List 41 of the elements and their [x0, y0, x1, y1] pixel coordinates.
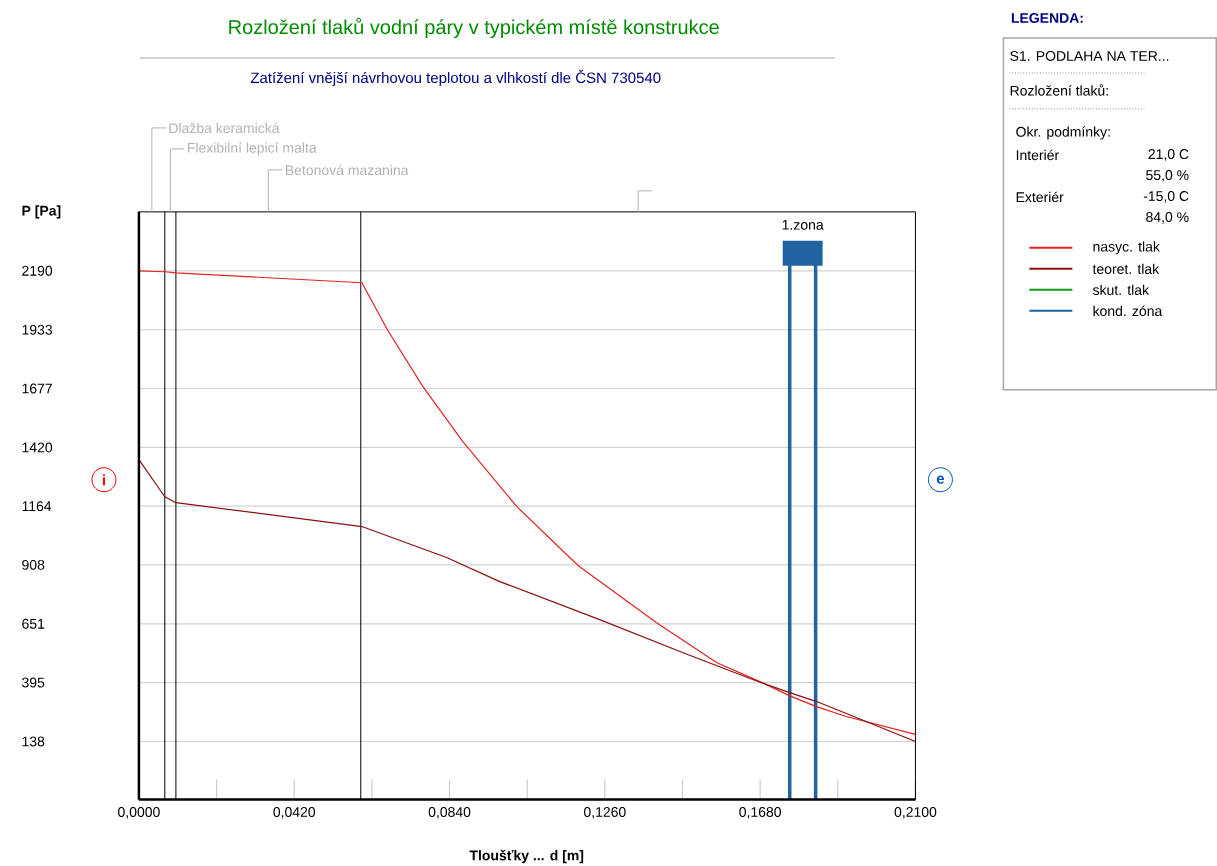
y-tick-label: 1933	[22, 324, 53, 335]
ref-line-label: 1.zona	[782, 219, 824, 230]
y-tick-label: 2190	[22, 265, 53, 276]
y-tick-label: 138	[22, 736, 45, 747]
legend-label: skut. tlak	[1092, 284, 1150, 295]
text: 84,0 %	[1146, 211, 1189, 224]
text: Rozložení tlaků:	[1010, 83, 1108, 96]
chart-title: Rozložení tlaků vodní páry v typickém místě konstrukce	[229, 17, 719, 38]
text: Okr. podmínky:	[1016, 126, 1110, 140]
y-tick-label: 1164	[22, 500, 52, 511]
x-tick-label: 0,1680	[739, 806, 781, 819]
text: S1. PODLAHA NA TER...	[1010, 50, 1169, 61]
y-tick-label: 395	[22, 677, 45, 688]
y-tick-label: 908	[22, 559, 45, 570]
line-series	[138, 269, 917, 735]
text: Exteriér	[1016, 191, 1064, 202]
text: Dlažba keramická	[169, 122, 280, 133]
text: 21,0 C	[1148, 148, 1189, 161]
x-axis-title: Tloušťky ... d [m]	[469, 849, 584, 863]
line-series	[138, 458, 917, 742]
text: 55,0 %	[1146, 169, 1189, 182]
legend-title: LEGENDA:	[1011, 12, 1083, 23]
legend-label: teoret. tlak	[1092, 263, 1160, 274]
y-tick-label: 651	[22, 618, 45, 629]
x-tick-label: 0,0840	[428, 806, 471, 819]
x-tick-label: 0,2100	[894, 806, 937, 819]
x-tick-label: 0,1260	[583, 806, 626, 819]
text: e	[936, 475, 945, 484]
legend-label: nasyc. tlak	[1093, 241, 1160, 255]
text: -15,0 C	[1143, 190, 1189, 203]
text: Interiér	[1016, 149, 1059, 160]
text: Flexibilní lepicí malta	[187, 142, 317, 156]
y-tick-label: 1677	[22, 383, 52, 394]
y-tick-label: 1420	[22, 442, 53, 453]
chart-subtitle: Zatížení vnější návrhovou teplotou a vlhkostí dle ČSN 730540	[250, 69, 661, 86]
x-tick-label: 0,0420	[273, 806, 316, 819]
x-tick-label: 0,0000	[118, 806, 160, 819]
legend-label: kond. zóna	[1093, 305, 1163, 316]
y-axis-title: P [Pa]	[22, 205, 61, 219]
text: Betonová mazanina	[285, 164, 409, 175]
text: i	[102, 474, 105, 485]
